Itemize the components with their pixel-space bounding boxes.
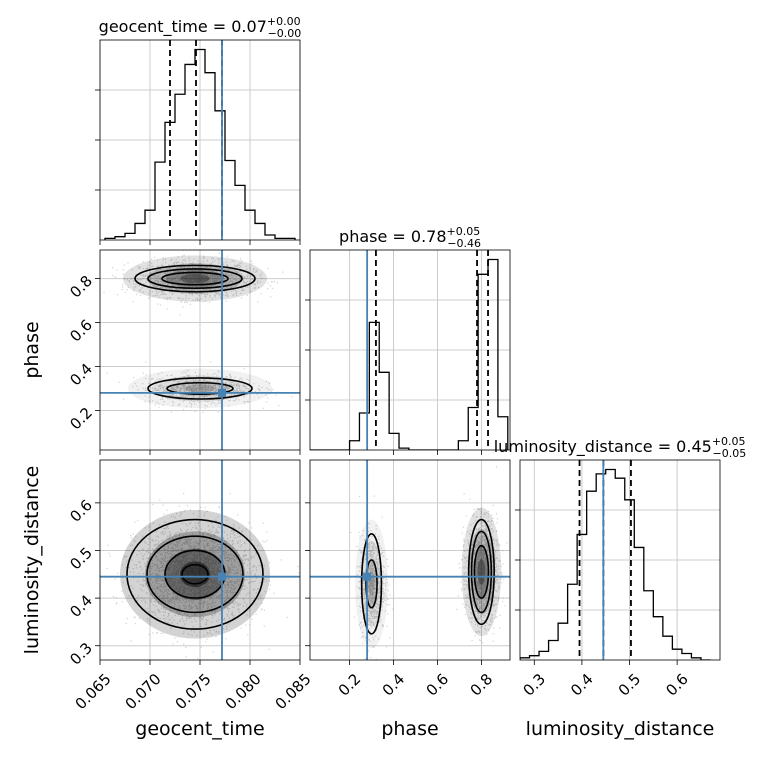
joint-panel-content bbox=[310, 460, 510, 660]
density-shade bbox=[473, 546, 490, 598]
x-tick-label: 0.070 bbox=[122, 670, 165, 713]
hist-step-luminosity_distance bbox=[520, 468, 711, 660]
density-shade bbox=[468, 529, 495, 615]
truth-marker bbox=[363, 572, 372, 581]
y-tick-label: 0.5 bbox=[66, 544, 96, 574]
contour-line bbox=[134, 264, 256, 293]
y-tick-label: 0.3 bbox=[66, 639, 96, 669]
y-tick-label: 0.6 bbox=[66, 316, 96, 346]
scatter-points bbox=[350, 466, 508, 660]
hist-step-geocent_time bbox=[104, 48, 296, 240]
density-shade bbox=[145, 531, 245, 618]
x-tick-label: 0.065 bbox=[72, 670, 115, 713]
contour-line bbox=[161, 271, 229, 286]
joint-panel-phase-luminosity_distance: 0.2 0.4 0.6 0.8 bbox=[305, 459, 511, 700]
contour-line bbox=[126, 518, 264, 630]
truth-marker bbox=[218, 388, 226, 397]
joint-panel-content bbox=[100, 460, 300, 660]
contour-line bbox=[147, 268, 243, 290]
axes-frame bbox=[519, 459, 721, 661]
contour-line bbox=[473, 544, 490, 599]
contour-line bbox=[146, 535, 244, 614]
x-tick-label: 0.085 bbox=[272, 670, 315, 713]
density-shade bbox=[180, 561, 210, 588]
density-shade bbox=[165, 548, 225, 600]
density-shade bbox=[166, 269, 224, 288]
x-axis-label-geocent_time: geocent_time bbox=[135, 718, 264, 740]
density-shade bbox=[123, 255, 267, 302]
x-axis-label-luminosity_distance: luminosity_distance bbox=[526, 718, 715, 740]
x-tick-label: 0.080 bbox=[222, 670, 265, 713]
hist-panel-phase: phase = 0.78+0.05 −0.46 bbox=[305, 225, 511, 455]
density-shade bbox=[128, 368, 272, 409]
x-tick-label: 0.2 bbox=[335, 670, 365, 700]
x-tick-label: 0.4 bbox=[567, 670, 597, 700]
x-tick-label: 0.6 bbox=[662, 670, 692, 700]
density-shade bbox=[185, 384, 215, 393]
x-tick-label: 0.6 bbox=[423, 670, 453, 700]
hist-panel-luminosity_distance: 0.3 0.4 0.5 0.6 luminosity_distance = 0.45+0… bbox=[494, 435, 747, 700]
density-shade bbox=[360, 540, 383, 627]
x-tick-label: 0.3 bbox=[519, 670, 549, 700]
density-shade bbox=[120, 510, 270, 639]
title-luminosity_distance: luminosity_distance = 0.45+0.05 −0.05 bbox=[494, 435, 747, 460]
density-shade bbox=[180, 273, 210, 284]
title-phase: phase = 0.78+0.05 −0.46 bbox=[339, 225, 481, 250]
y-tick-label: 0.4 bbox=[66, 360, 96, 390]
contour-line bbox=[360, 533, 383, 635]
contour-line bbox=[147, 377, 253, 400]
y-tick-label: 0.8 bbox=[66, 272, 96, 302]
y-axis-label-luminosity_distance: luminosity_distance bbox=[21, 466, 43, 655]
joint-panel-geocent_time-luminosity_distance: 0.065 0.070 0.075 0.080 0.085 0.3 0.4 0.5 0.6 bbox=[66, 459, 315, 713]
x-tick-label: 0.5 bbox=[615, 670, 645, 700]
x-axis-label-phase: phase bbox=[381, 718, 438, 740]
x-tick-label: 0.8 bbox=[467, 670, 497, 700]
title-geocent_time: geocent_time = 0.07+0.00 −0.00 bbox=[99, 15, 302, 40]
contour-line bbox=[166, 381, 234, 395]
hist-step-phase bbox=[310, 258, 509, 450]
contour-line bbox=[467, 518, 495, 626]
hist-panel-geocent_time: geocent_time = 0.07+0.00 −0.00 bbox=[95, 15, 301, 245]
contour-line bbox=[365, 559, 378, 609]
joint-panel-geocent_time-phase: 0.2 0.4 0.6 0.8 bbox=[66, 249, 301, 455]
contour-line bbox=[181, 563, 209, 585]
y-axis-label-phase: phase bbox=[21, 321, 43, 378]
contour-line bbox=[470, 530, 493, 614]
axes-frame bbox=[309, 459, 511, 661]
joint-panel-content bbox=[100, 250, 300, 450]
truth-marker bbox=[218, 572, 226, 581]
x-tick-label: 0.4 bbox=[379, 670, 409, 700]
axes-frame bbox=[309, 249, 511, 451]
y-tick-label: 0.2 bbox=[66, 404, 96, 434]
y-tick-label: 0.6 bbox=[66, 496, 96, 526]
density-shade bbox=[364, 558, 379, 610]
y-tick-label: 0.4 bbox=[66, 591, 96, 621]
scatter-points bbox=[100, 250, 293, 413]
x-tick-label: 0.075 bbox=[172, 670, 215, 713]
density-shade bbox=[477, 559, 486, 585]
